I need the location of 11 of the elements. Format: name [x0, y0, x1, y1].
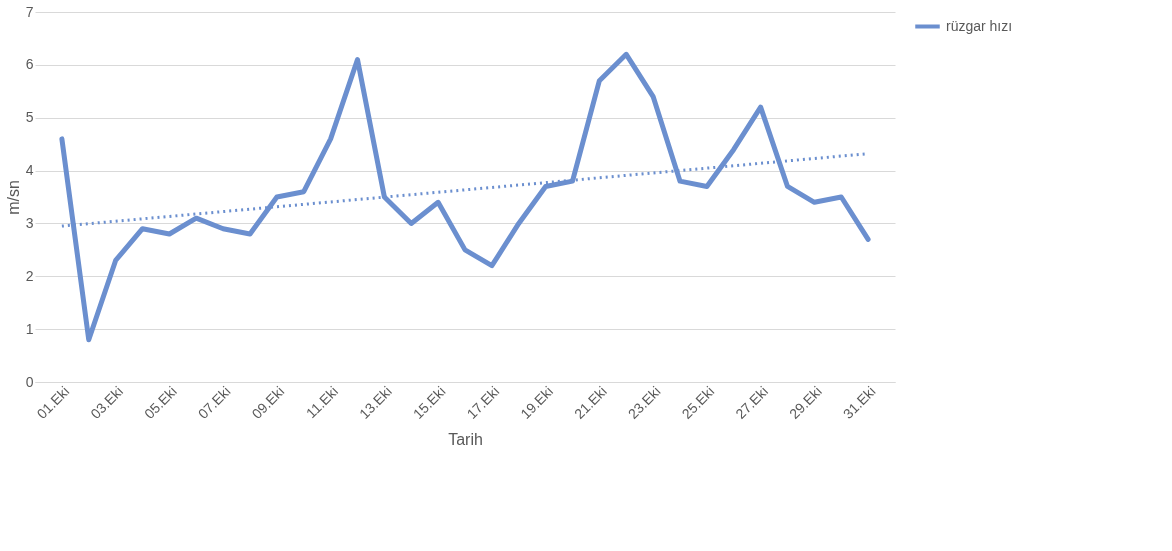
y-axis-title: m/sn	[4, 180, 22, 215]
y-tick-label: 3	[25, 214, 34, 231]
y-tick-label: 7	[25, 3, 34, 20]
y-tick-label: 0	[25, 373, 34, 390]
y-tick-label: 1	[25, 320, 34, 337]
y-tick-label: 5	[25, 109, 34, 126]
legend-label: rüzgar hızı	[946, 17, 1013, 34]
y-tick-label: 4	[25, 162, 34, 179]
x-axis-title: Tarih	[448, 430, 483, 448]
y-tick-label: 2	[25, 267, 34, 284]
y-tick-label: 6	[25, 56, 34, 73]
